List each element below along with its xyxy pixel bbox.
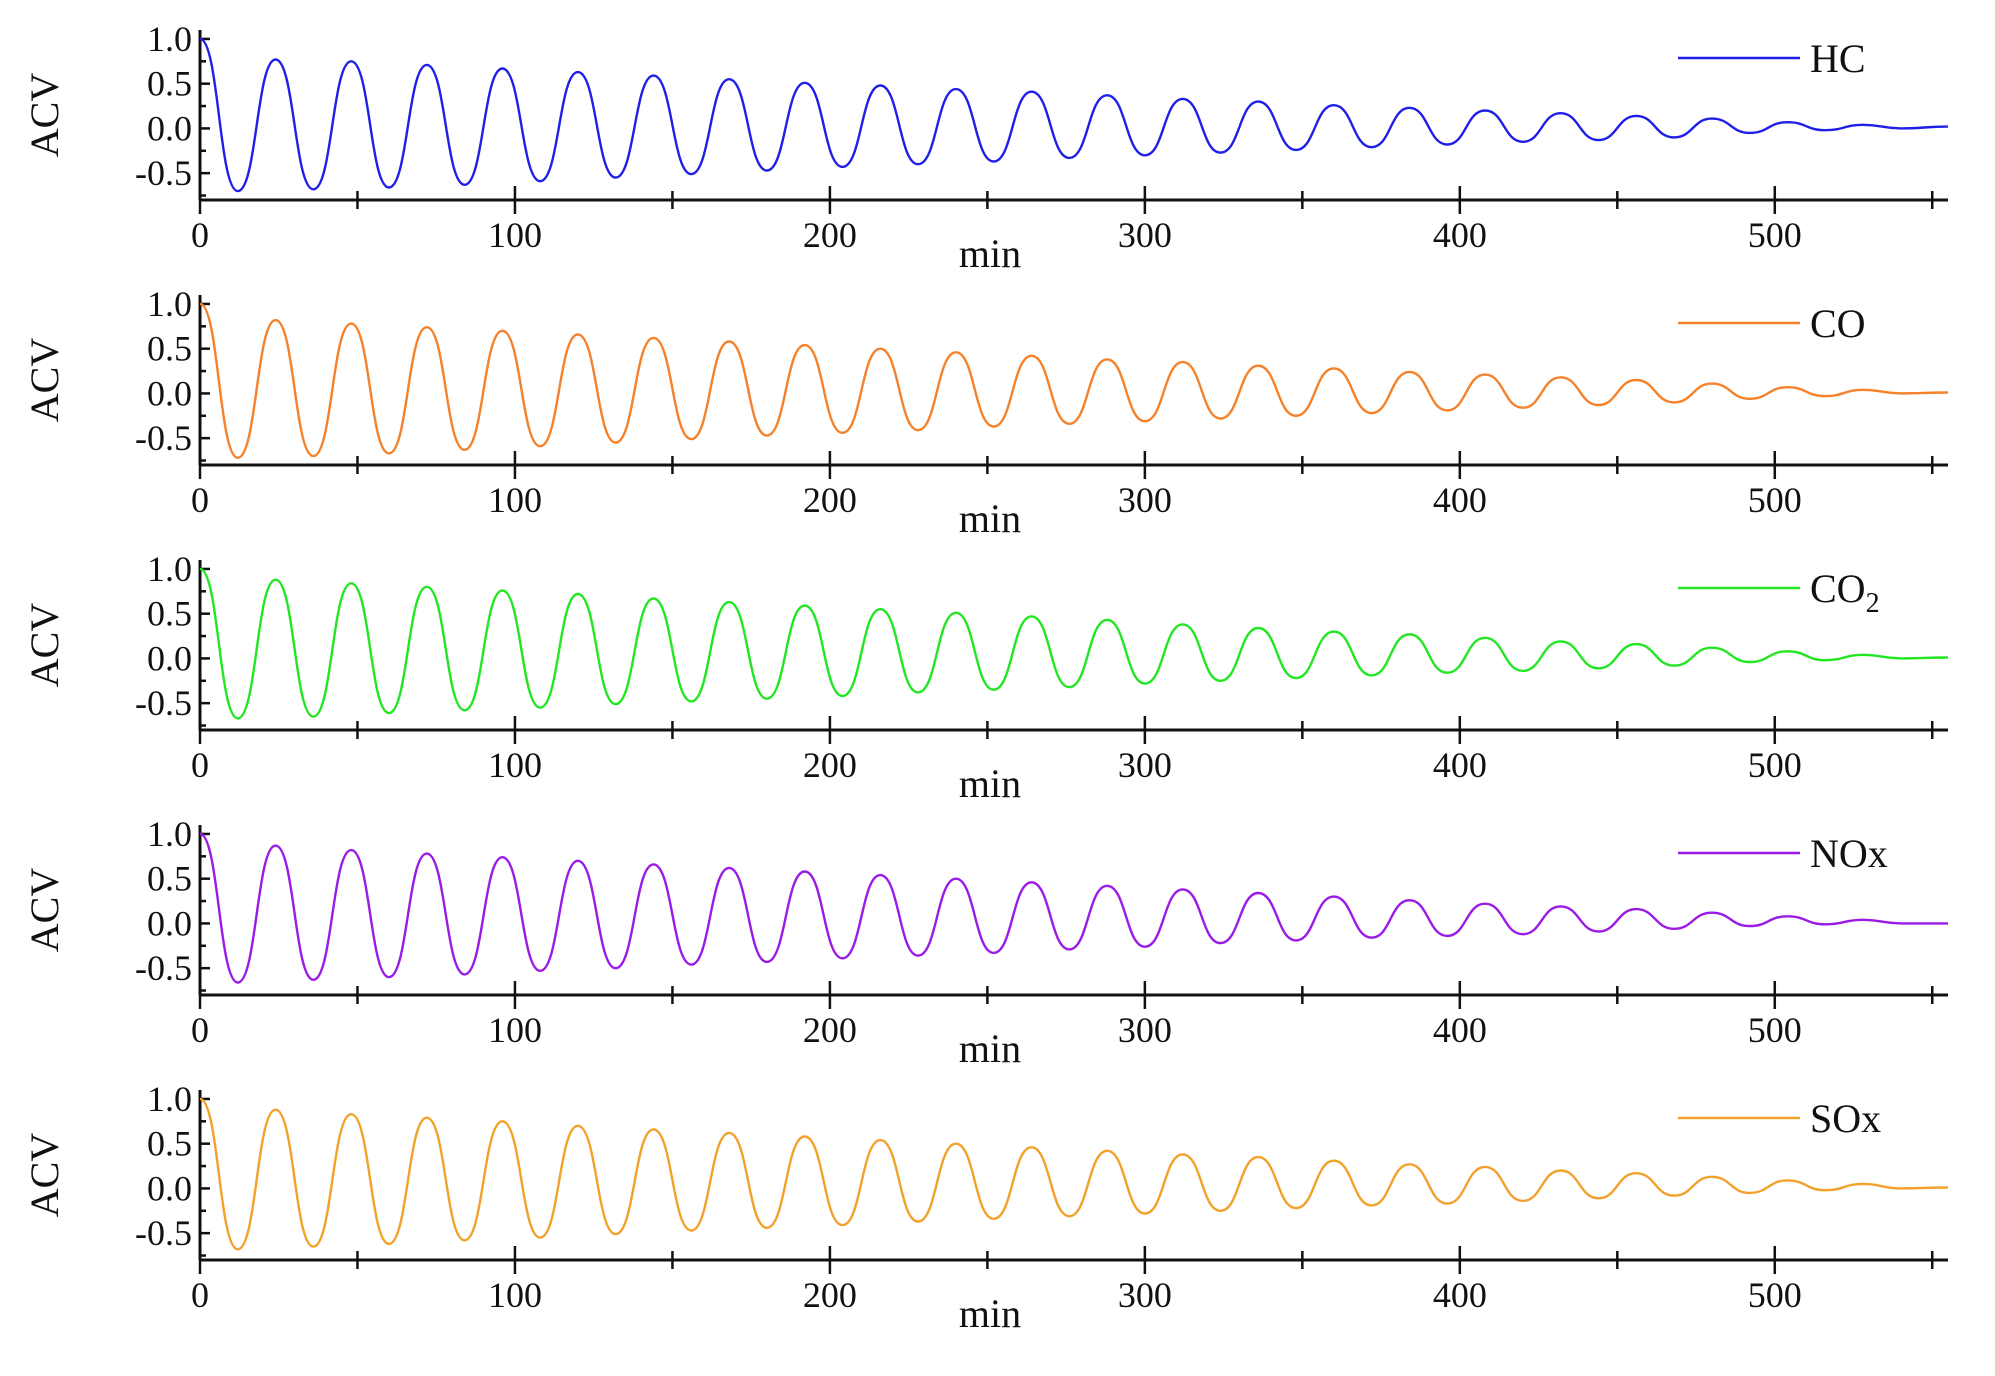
y-tick-label: 1.0 [147, 19, 192, 59]
y-axis-label: ACV [22, 868, 67, 953]
y-axis-label: ACV [22, 603, 67, 688]
x-tick-label: 0 [191, 215, 209, 255]
series-line-sox [199, 1097, 1949, 1251]
x-tick-label: 500 [1748, 480, 1802, 520]
x-tick-label: 500 [1748, 215, 1802, 255]
y-tick-label: 0.0 [147, 1168, 192, 1208]
y-tick-label: 1.0 [147, 549, 192, 589]
x-tick-label: 0 [191, 1275, 209, 1315]
panel-3: 0 100 200 300 400 500 1.0 0.50.0 -0.5 ACV min CO2 [22, 549, 1949, 806]
x-tick-label: 200 [803, 745, 857, 785]
y-tick-label: 0.5 [147, 329, 192, 369]
x-tick-label: 100 [488, 1275, 542, 1315]
x-tick-label: 200 [803, 215, 857, 255]
y-tick-label: 0.0 [147, 108, 192, 148]
x-tick-label: 300 [1118, 480, 1172, 520]
series-line-co [199, 302, 1949, 459]
x-tick-label: 100 [488, 480, 542, 520]
legend-label: CO2 [1810, 566, 1880, 619]
x-tick-label: 300 [1118, 745, 1172, 785]
x-axis-label: min [959, 1026, 1021, 1071]
y-tick-label: -0.5 [135, 948, 192, 988]
legend-label: NOx [1810, 831, 1888, 876]
x-tick-label: 200 [803, 480, 857, 520]
x-tick-label: 200 [803, 1275, 857, 1315]
x-tick-label: 500 [1748, 1275, 1802, 1315]
y-tick-label: 1.0 [147, 284, 192, 324]
x-tick-label: 500 [1748, 1010, 1802, 1050]
panel-1: 0 100 200 300 400 500 1.0 0.50.0 -0.5 ACV min HC [22, 19, 1949, 276]
x-tick-label: 500 [1748, 745, 1802, 785]
series-line-hc [199, 37, 1949, 193]
x-axis-label: min [959, 496, 1021, 541]
y-tick-label: 0.5 [147, 594, 192, 634]
y-axis-label: ACV [22, 1133, 67, 1218]
y-tick-label: 0.5 [147, 64, 192, 104]
x-tick-label: 200 [803, 1010, 857, 1050]
y-tick-label: -0.5 [135, 153, 192, 193]
x-tick-label: 100 [488, 745, 542, 785]
y-tick-label: -0.5 [135, 418, 192, 458]
x-tick-label: 300 [1118, 1010, 1172, 1050]
y-tick-label: 0.5 [147, 859, 192, 899]
y-tick-label: -0.5 [135, 1213, 192, 1253]
x-tick-label: 300 [1118, 1275, 1172, 1315]
legend-label: SOx [1810, 1096, 1881, 1141]
legend-label: CO [1810, 301, 1866, 346]
series-line-nox [199, 832, 1948, 984]
y-axis-label: ACV [22, 338, 67, 423]
y-tick-label: -0.5 [135, 683, 192, 723]
y-axis-label: ACV [22, 73, 67, 158]
legend-label: HC [1810, 36, 1866, 81]
x-tick-label: 100 [488, 215, 542, 255]
x-tick-label: 400 [1433, 215, 1487, 255]
x-tick-label: 400 [1433, 745, 1487, 785]
x-axis-label: min [959, 761, 1021, 806]
x-tick-label: 400 [1433, 480, 1487, 520]
x-tick-label: 0 [191, 1010, 209, 1050]
y-tick-label: 0.0 [147, 373, 192, 413]
y-tick-label: 0.5 [147, 1124, 192, 1164]
x-tick-label: 400 [1433, 1275, 1487, 1315]
x-tick-label: 300 [1118, 215, 1172, 255]
y-tick-label: 1.0 [147, 814, 192, 854]
panel-4: 0 100 200 300 400 500 1.0 0.50.0 -0.5 ACV min NOx [22, 814, 1948, 1071]
legend-subscript: 2 [1866, 588, 1880, 619]
y-tick-label: 1.0 [147, 1079, 192, 1119]
x-axis-label: min [959, 1291, 1021, 1336]
y-tick-label: 0.0 [147, 903, 192, 943]
panel-2: 0 100 200 300 400 500 1.0 0.50.0 -0.5 ACV min CO [22, 284, 1949, 541]
panel-5: 0 100 200 300 400 500 1.0 0.50.0 -0.5 ACV min SOx [22, 1079, 1949, 1336]
x-tick-label: 0 [191, 480, 209, 520]
series-line-co2 [199, 567, 1949, 720]
x-tick-label: 100 [488, 1010, 542, 1050]
y-tick-label: 0.0 [147, 638, 192, 678]
x-axis-label: min [959, 231, 1021, 276]
x-tick-label: 400 [1433, 1010, 1487, 1050]
x-tick-label: 0 [191, 745, 209, 785]
